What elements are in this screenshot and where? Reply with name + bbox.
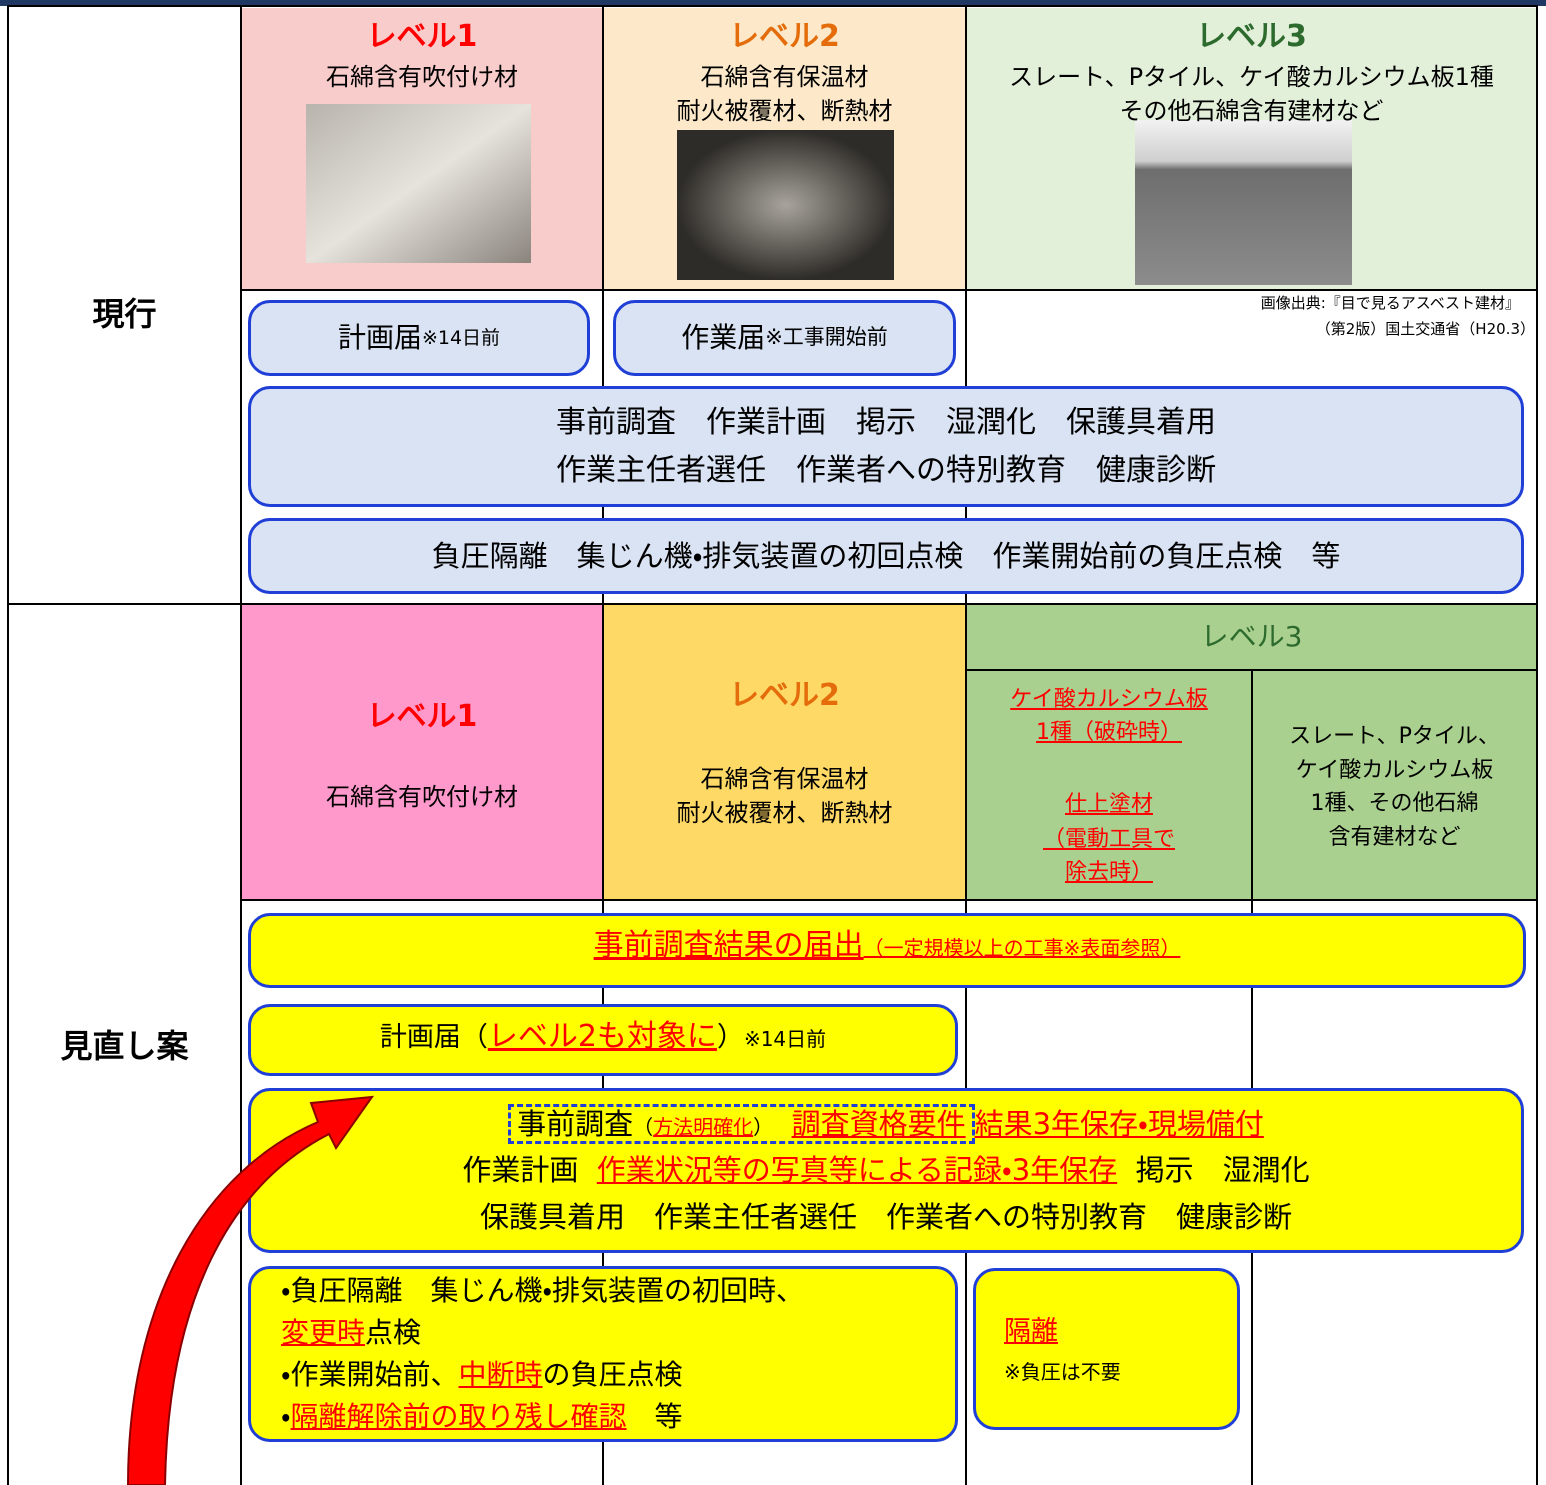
- text: 作業計画: [462, 1153, 579, 1188]
- image-credit: （第2版）国土交通省（H20.3）: [1315, 320, 1535, 338]
- text: ・: [281, 1400, 291, 1433]
- text: 負圧隔離 集じん機・排気装置の初回点検 作業開始前の負圧点検 等: [431, 538, 1341, 573]
- outer-border: [7, 5, 1538, 1485]
- text: の負圧点検: [542, 1358, 683, 1391]
- level-desc: スレート、Pタイル、ケイ酸カルシウム板1種: [1009, 63, 1494, 91]
- text: 事前調査: [517, 1106, 634, 1141]
- text: 計画届: [337, 320, 422, 354]
- photo: [1135, 120, 1352, 285]
- text: 方法明確化: [653, 1114, 754, 1139]
- image-credit: 画像出典:『目で見るアスベスト建材』: [1260, 294, 1520, 312]
- highlight: 事前調査（方法明確化） 調査資格要件: [508, 1103, 975, 1144]
- text: 中断時: [458, 1358, 543, 1391]
- measures-box: 事前調査（方法明確化） 調査資格要件 結果3年保存・現場備付 作業計画 作業状況等…: [248, 1088, 1524, 1253]
- text: ※工事開始前: [765, 325, 888, 350]
- photo: [306, 104, 531, 263]
- text: 点検: [365, 1316, 422, 1349]
- text: ※14日前: [743, 1027, 827, 1051]
- text: ・作業開始前、: [281, 1358, 459, 1391]
- level-desc: 除去時）: [1064, 860, 1153, 885]
- text: ※負圧は不要: [1004, 1359, 1121, 1384]
- notice-box: 計画届（ レベル2も対象に） ※14日前: [248, 1004, 958, 1076]
- text: ）: [716, 1022, 744, 1053]
- text: レベル2も対象に: [487, 1019, 717, 1054]
- text: ・負圧隔離 集じん機・排気装置の初回時、: [281, 1274, 805, 1307]
- text: 事前調査 作業計画 掲示 湿潤化 保護具着用: [556, 404, 1216, 440]
- line: ・隔離解除前の取り残し確認 等: [281, 1396, 683, 1438]
- text: 結果3年保存・現場備付: [974, 1106, 1264, 1141]
- level-desc: 石綿含有保温材: [700, 63, 869, 91]
- line: 作業計画 作業状況等の写真等による記録・3年保存 掲示 湿潤化: [462, 1147, 1309, 1193]
- level-title: レベル3: [1200, 620, 1303, 653]
- text: 調査資格要件: [791, 1106, 966, 1141]
- level-title: レベル1: [366, 19, 478, 54]
- level-desc: 耐火被覆材、断熱材: [676, 97, 893, 125]
- text: 隔離: [1004, 1316, 1058, 1348]
- cell-bg: [241, 604, 603, 900]
- text: 作業届: [681, 320, 766, 354]
- text: 等: [626, 1400, 683, 1433]
- text: （一定規模以上の工事※表面参照）: [863, 936, 1181, 960]
- level-desc: 仕上塗材: [1064, 792, 1153, 817]
- report-box: 事前調査結果の届出 （一定規模以上の工事※表面参照）: [248, 913, 1526, 988]
- text: 事前調査結果の届出: [593, 928, 864, 963]
- isolation-box: 負圧隔離 集じん機・排気装置の初回点検 作業開始前の負圧点検 等: [248, 518, 1524, 594]
- level-title: レベル2: [729, 19, 840, 54]
- level-desc: スレート、Pタイル、: [1289, 724, 1500, 749]
- level-desc: ケイ酸カルシウム板: [1010, 687, 1208, 712]
- level-desc: 1種、その他石綿: [1310, 791, 1479, 816]
- text: 変更時: [281, 1316, 366, 1349]
- line: ・負圧隔離 集じん機・排気装置の初回時、: [281, 1270, 804, 1312]
- level-desc: 1種（破砕時）: [1036, 720, 1182, 745]
- level-desc: 石綿含有吹付け材: [326, 63, 518, 91]
- text: （: [633, 1114, 654, 1139]
- photo: [677, 130, 894, 280]
- notice-box: 作業届 ※工事開始前: [613, 300, 956, 376]
- isolation-box: ・負圧隔離 集じん機・排気装置の初回時、 変更時点検 ・作業開始前、中断時の負圧…: [248, 1266, 958, 1442]
- level-desc: （電動工具で: [1042, 827, 1175, 852]
- level-desc: 含有建材など: [1328, 825, 1461, 850]
- level-desc: ケイ酸カルシウム板: [1295, 758, 1494, 783]
- cell-bg: [603, 604, 966, 900]
- level-desc: 耐火被覆材、断熱材: [676, 799, 893, 827]
- line: 変更時点検: [281, 1312, 421, 1354]
- text: ※14日前: [421, 326, 501, 349]
- measures-box: 事前調査 作業計画 掲示 湿潤化 保護具着用 作業主任者選任 作業者への特別教育…: [248, 386, 1524, 507]
- notice-box: 計画届 ※14日前: [248, 300, 590, 376]
- line: ・作業開始前、中断時の負圧点検: [281, 1354, 683, 1396]
- line: 保護具着用 作業主任者選任 作業者への特別教育 健康診断: [479, 1199, 1292, 1234]
- text: 作業状況等の写真等による記録・3年保存: [596, 1153, 1118, 1188]
- level-desc: その他石綿含有建材など: [1119, 97, 1384, 125]
- row-label: 現行: [92, 295, 157, 333]
- level-desc: 石綿含有保温材: [700, 765, 869, 793]
- text: 掲示 湿潤化: [1135, 1153, 1310, 1188]
- level-desc: 石綿含有吹付け材: [326, 783, 518, 811]
- level-title: レベル2: [729, 678, 840, 713]
- isolation-box: 隔離 ※負圧は不要: [973, 1268, 1240, 1430]
- text: 作業主任者選任 作業者への特別教育 健康診断: [556, 452, 1216, 488]
- line: 事前調査（方法明確化） 調査資格要件 結果3年保存・現場備付: [508, 1101, 1264, 1147]
- row-label: 見直し案: [60, 1027, 189, 1065]
- level-title: レベル1: [366, 699, 478, 734]
- text: ）: [753, 1114, 774, 1139]
- level-title: レベル3: [1196, 19, 1307, 54]
- text: 計画届（: [379, 1022, 488, 1053]
- top-band: [0, 0, 1546, 6]
- text: 隔離解除前の取り残し確認: [290, 1400, 627, 1433]
